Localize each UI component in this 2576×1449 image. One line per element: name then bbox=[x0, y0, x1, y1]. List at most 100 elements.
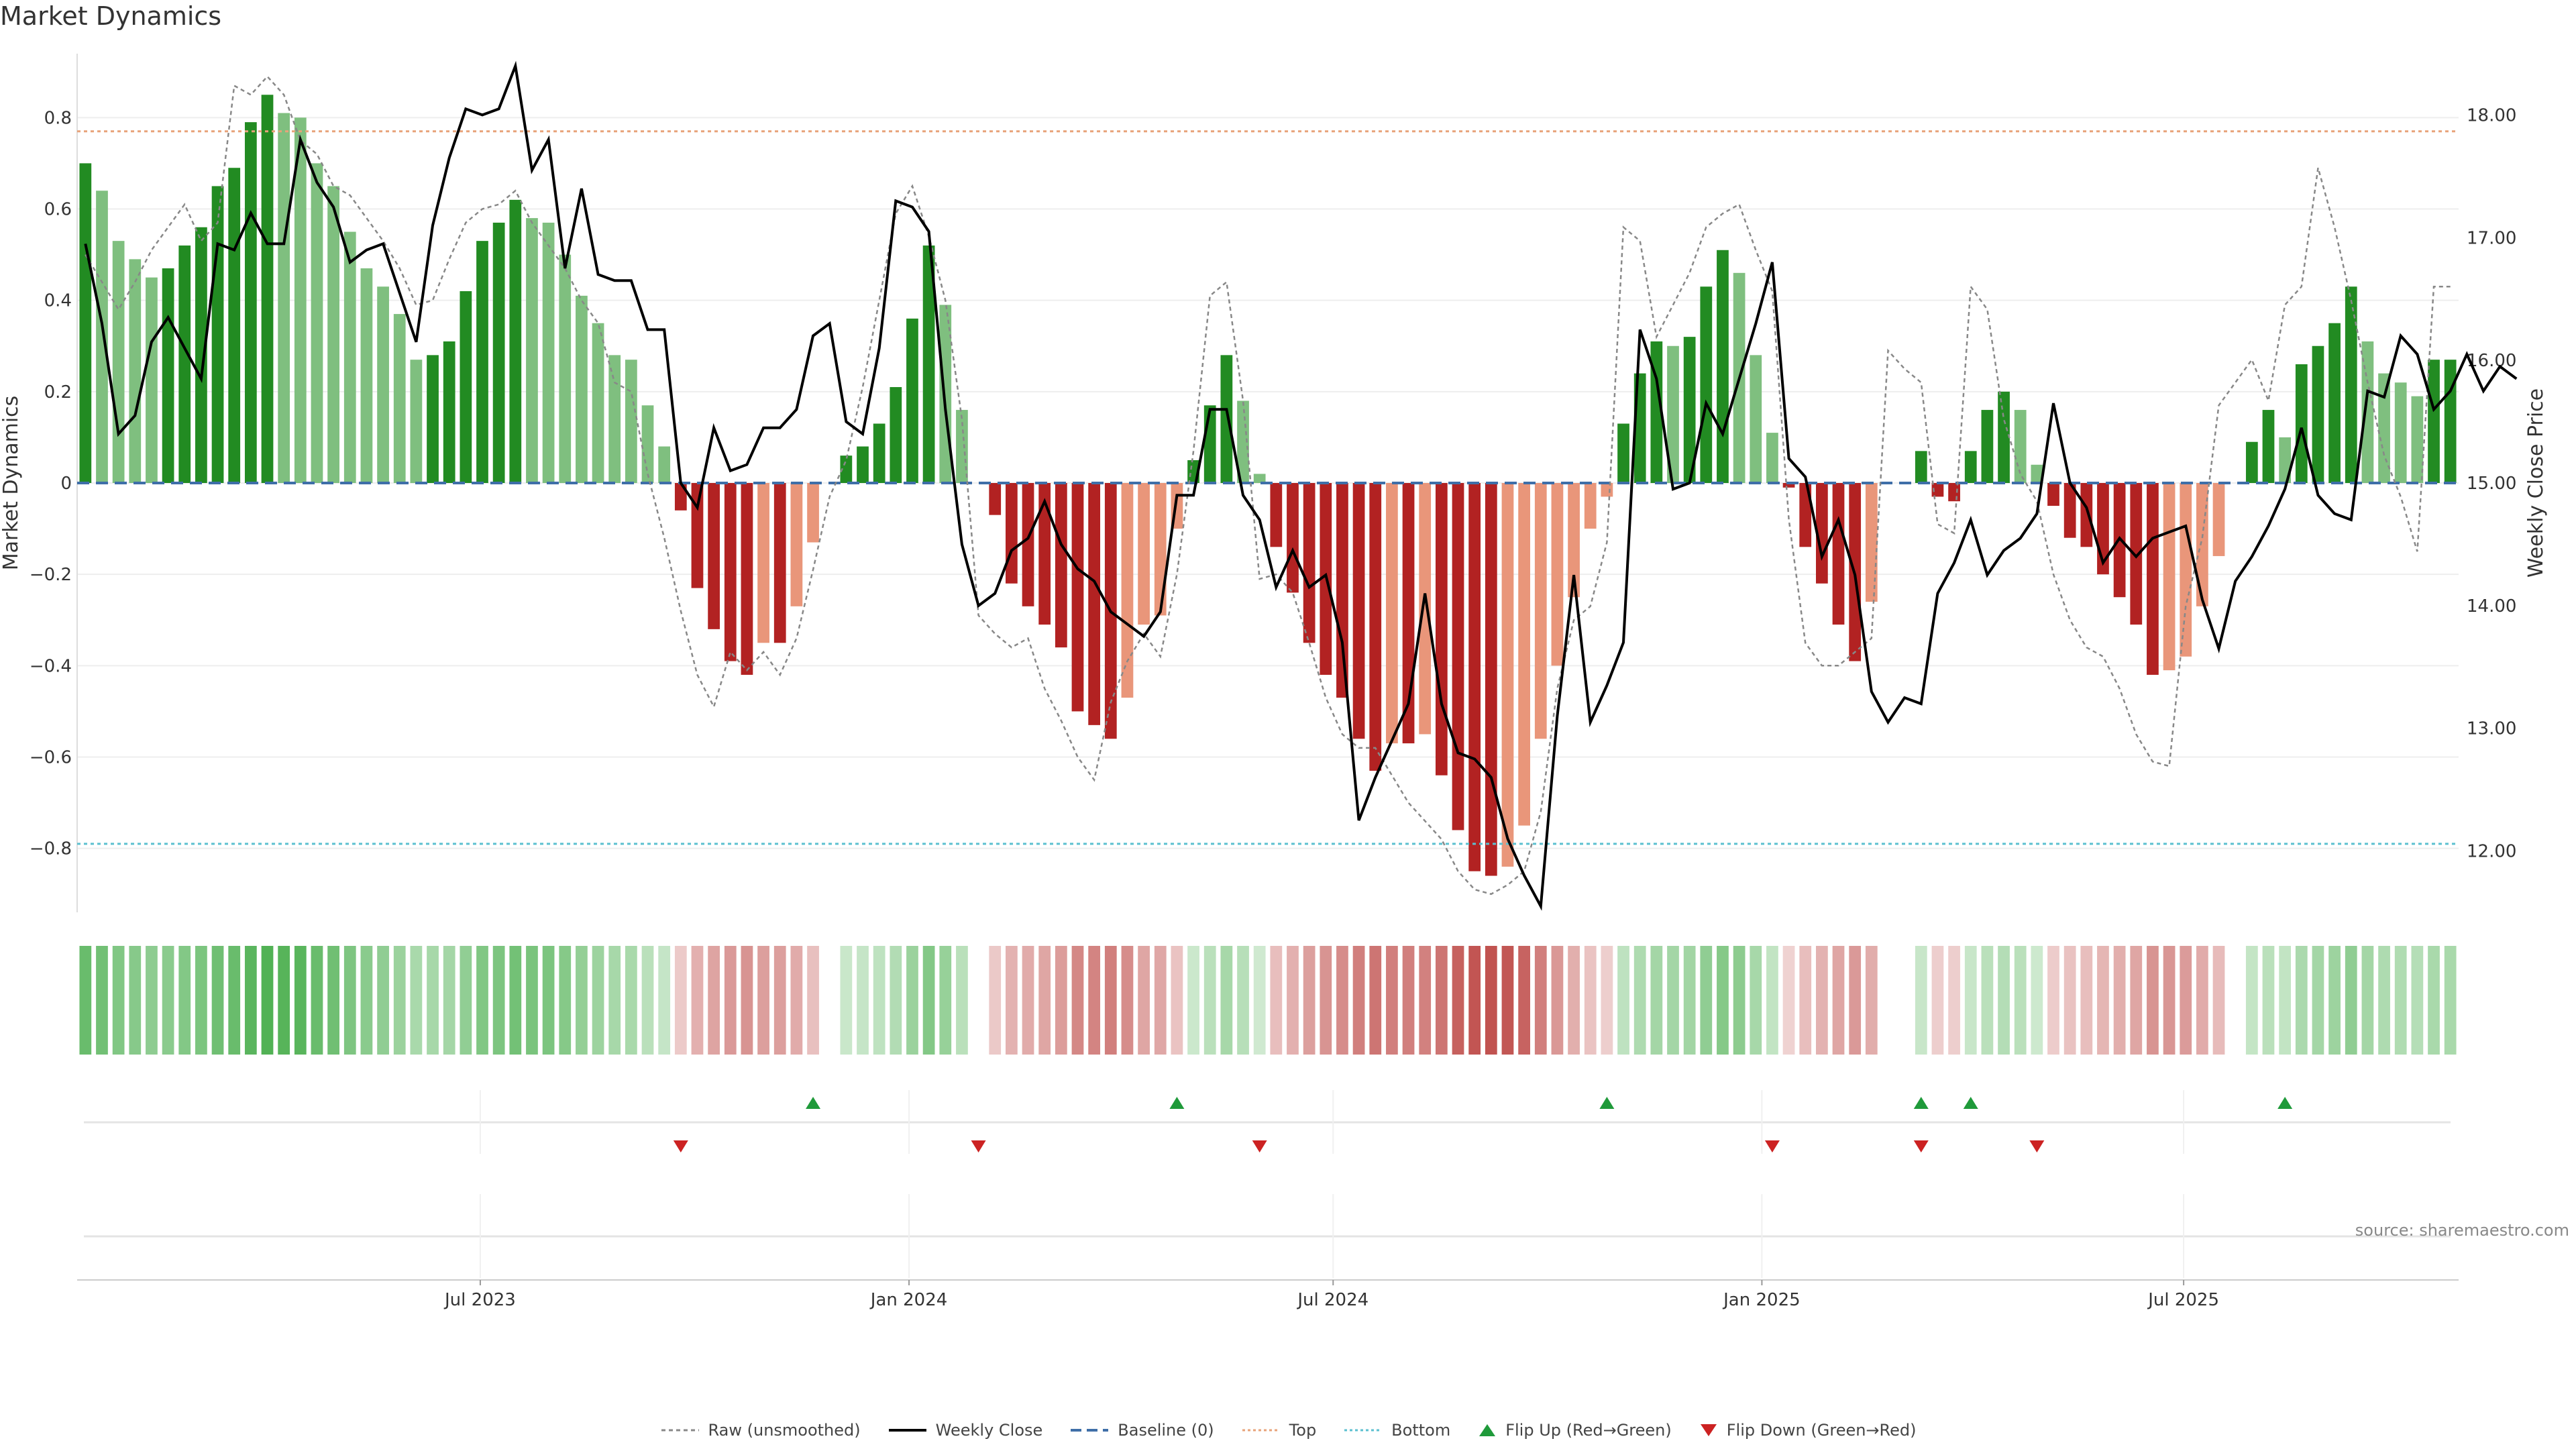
heat-strip-cell bbox=[294, 946, 307, 1055]
heat-strip-cell bbox=[2378, 946, 2390, 1055]
md-bar bbox=[2444, 360, 2457, 483]
heat-strip-cell bbox=[1022, 946, 1034, 1055]
y-tick-label: 0.8 bbox=[44, 108, 72, 128]
heat-strip-cell bbox=[1088, 946, 1101, 1055]
md-bar bbox=[2328, 323, 2341, 483]
flip-down-marker bbox=[2029, 1140, 2045, 1152]
heat-strip-cell bbox=[360, 946, 373, 1055]
legend-item-raw: Raw (unsmoothed) bbox=[660, 1421, 861, 1440]
heat-strip-cell bbox=[1237, 946, 1249, 1055]
md-bar bbox=[278, 113, 290, 484]
heat-strip-cell bbox=[2080, 946, 2093, 1055]
md-bar bbox=[509, 199, 522, 483]
flip-up-marker bbox=[1599, 1097, 1615, 1109]
md-bar bbox=[1750, 355, 1762, 483]
heat-strip-cell bbox=[1501, 946, 1514, 1055]
heat-strip-cell bbox=[1452, 946, 1464, 1055]
heat-strip-cell bbox=[741, 946, 753, 1055]
md-bar bbox=[2245, 441, 2258, 483]
heat-strip-cell bbox=[393, 946, 406, 1055]
md-bar bbox=[476, 241, 488, 483]
md-bar bbox=[327, 186, 339, 483]
y-tick-label: 0.4 bbox=[44, 291, 72, 311]
heat-strip-cell bbox=[2163, 946, 2176, 1055]
heat-strip-cell bbox=[228, 946, 241, 1055]
y-axis-label: Market Dynamics bbox=[0, 396, 23, 571]
heat-strip-cell bbox=[1121, 946, 1134, 1055]
md-bar bbox=[2295, 364, 2308, 483]
md-bar bbox=[741, 483, 753, 675]
md-bar bbox=[1220, 355, 1233, 483]
md-bar bbox=[2163, 483, 2176, 671]
heat-strip-cell bbox=[410, 946, 423, 1055]
md-bar bbox=[460, 291, 472, 483]
md-bar bbox=[890, 387, 902, 483]
y-tick-label: −0.6 bbox=[30, 748, 72, 768]
md-bar bbox=[96, 191, 108, 483]
heat-strip-cell bbox=[1171, 946, 1183, 1055]
heat-strip-cell bbox=[1386, 946, 1398, 1055]
legend-label-close: Weekly Close bbox=[935, 1421, 1043, 1440]
md-bar bbox=[2047, 483, 2059, 506]
legend-item-close: Weekly Close bbox=[888, 1421, 1043, 1440]
heat-strip-cell bbox=[1352, 946, 1365, 1055]
md-bar bbox=[1253, 474, 1266, 483]
heat-strip-cell bbox=[1964, 946, 1977, 1055]
heat-strip-cell bbox=[1336, 946, 1348, 1055]
md-bar bbox=[956, 410, 968, 483]
bottom-line-swatch bbox=[1344, 1429, 1383, 1432]
x-tick-label: Jul 2025 bbox=[2147, 1290, 2219, 1310]
heat-strip-cell bbox=[890, 946, 902, 1055]
heat-strip-cell bbox=[96, 946, 108, 1055]
heat-strip-cell bbox=[1551, 946, 1564, 1055]
heat-strip-cell bbox=[377, 946, 389, 1055]
heat-strip-cell bbox=[509, 946, 522, 1055]
heat-strip-cell bbox=[956, 946, 968, 1055]
md-bar bbox=[1419, 483, 1432, 735]
md-bar bbox=[1518, 483, 1530, 826]
heat-strip-cell bbox=[460, 946, 472, 1055]
md-bar bbox=[1799, 483, 1812, 547]
md-bar bbox=[2411, 396, 2424, 483]
heat-strip-cell bbox=[178, 946, 191, 1055]
heat-strip-cell bbox=[1287, 946, 1299, 1055]
md-bar bbox=[1534, 483, 1547, 739]
md-bar bbox=[294, 117, 307, 483]
heat-strip-cell bbox=[1667, 946, 1679, 1055]
md-bar bbox=[79, 163, 92, 484]
legend-item-flip-up: Flip Up (Red→Green) bbox=[1477, 1421, 1672, 1440]
heat-strip-cell bbox=[526, 946, 538, 1055]
md-bar bbox=[443, 341, 455, 483]
heat-strip-cell bbox=[211, 946, 224, 1055]
heat-strip-cell bbox=[2361, 946, 2374, 1055]
heat-strip-cell bbox=[2295, 946, 2308, 1055]
flip-down-marker bbox=[1913, 1140, 1929, 1152]
md-bar bbox=[708, 483, 720, 629]
heat-strip-cell bbox=[2047, 946, 2059, 1055]
md-bar bbox=[526, 218, 538, 483]
heat-strip-cell bbox=[1187, 946, 1199, 1055]
heat-strip-cell bbox=[559, 946, 572, 1055]
heat-strip-cell bbox=[79, 946, 92, 1055]
flip-down-marker bbox=[1252, 1140, 1267, 1152]
heat-strip-cell bbox=[1931, 946, 1944, 1055]
legend-label-bottom: Bottom bbox=[1391, 1421, 1451, 1440]
heat-strip-cell bbox=[1617, 946, 1629, 1055]
md-bar bbox=[2130, 483, 2143, 625]
md-bar bbox=[1700, 286, 1713, 483]
heat-strip-cell bbox=[1601, 946, 1613, 1055]
heat-strip-cell bbox=[1055, 946, 1067, 1055]
md-bar bbox=[1766, 433, 1778, 483]
heat-strip-cell bbox=[576, 946, 588, 1055]
weekly-close-line bbox=[84, 60, 2518, 911]
top-line-swatch bbox=[1242, 1429, 1280, 1432]
md-bar bbox=[1303, 483, 1316, 643]
heat-strip-cell bbox=[1948, 946, 1960, 1055]
heat-strip-cell bbox=[1369, 946, 1382, 1055]
md-bar bbox=[195, 227, 207, 483]
flip-up-marker bbox=[1963, 1097, 1978, 1109]
md-bar bbox=[1584, 483, 1597, 529]
md-bar bbox=[1038, 483, 1051, 625]
legend-item-baseline: Baseline (0) bbox=[1069, 1421, 1214, 1440]
heat-strip-cell bbox=[2279, 946, 2292, 1055]
